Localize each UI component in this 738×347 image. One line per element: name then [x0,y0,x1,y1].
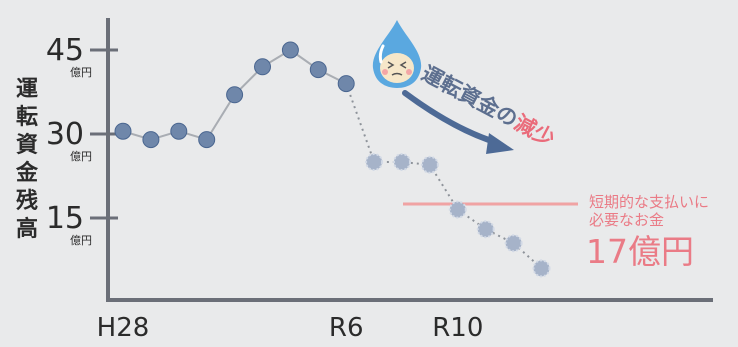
decrease-arrow-head [486,133,514,154]
data-point [114,122,132,140]
drop-cheek-right [406,69,412,75]
projection-point [365,153,384,171]
drop-shine [378,44,385,64]
drop-mouth [391,72,403,76]
projection-point [420,155,439,174]
y-tick-unit: 億円 [70,150,92,163]
data-point [337,75,355,93]
threshold-label-line1: 短期的な支払いに [589,193,709,211]
data-point [170,122,188,140]
y-tick-label: 15 [46,201,84,236]
y-tick-label: 30 [46,117,84,152]
projection-point [532,259,551,278]
data-point [254,58,271,76]
decrease-prefix: 運転資金の [418,61,522,131]
projection-point [504,234,523,253]
data-point [281,41,299,59]
drop-eyes [387,61,407,69]
drop-cheek-left [382,69,388,75]
y-axis-title: 運転資金残高 [15,77,38,242]
x-tick-label: R6 [329,313,364,343]
y-tick-unit: 億円 [70,66,92,79]
data-point [226,86,244,104]
drop-face [380,53,414,83]
y-tick-label: 45 [46,33,84,68]
projection-point [476,220,495,239]
x-tick-label: R10 [432,313,483,343]
projection-point [448,200,467,219]
data-point [309,61,327,79]
data-point [142,131,160,149]
threshold-amount: 17億円 [586,232,694,271]
y-tick-unit: 億円 [70,234,92,247]
projection-point [393,153,411,171]
threshold-label-line2: 必要なお金 [589,211,664,229]
decrease-highlight: 減少 [510,111,558,152]
data-point [198,131,216,149]
x-tick-label: H28 [97,313,150,343]
water-drop-icon [372,20,422,88]
